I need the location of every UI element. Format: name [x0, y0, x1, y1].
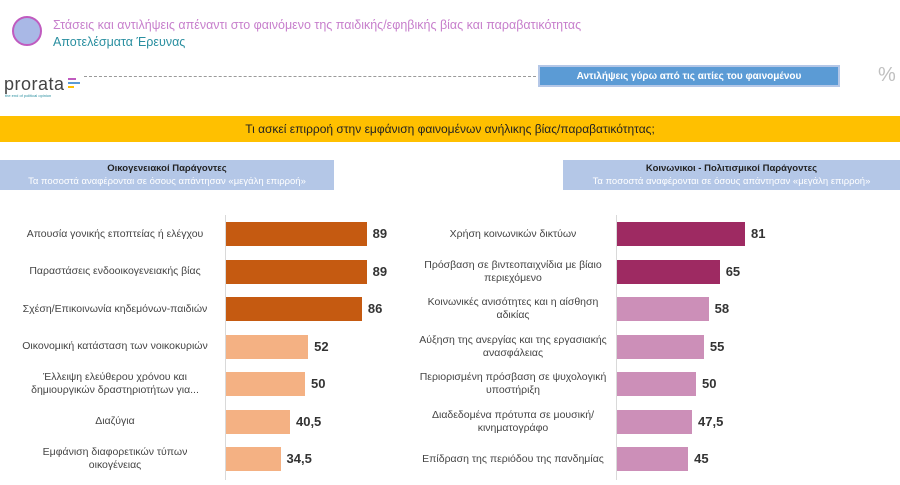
left-category-label: Εμφάνιση διαφορετικών τύπων οικογένειας	[42, 446, 188, 471]
right-category-label: Χρήση κοινωνικών δικτύων	[449, 227, 577, 240]
right-value-label: 81	[750, 226, 766, 241]
report-title: Στάσεις και αντιλήψεις απέναντι στο φαιν…	[53, 18, 582, 32]
left-value-label: 89	[372, 226, 388, 241]
left-panel-note: Τα ποσοστά αναφέρονται σε όσους απάντησα…	[28, 176, 306, 187]
right-axis	[616, 215, 617, 480]
question-banner: Τι ασκεί επιρροή στην εμφάνιση φαινομένω…	[0, 116, 900, 142]
right-value-label: 50	[702, 376, 717, 391]
left-value-label: 40,5	[295, 413, 322, 429]
left-panel-header: Οικογενειακοί Παράγοντες Τα ποσοστά αναφ…	[0, 160, 334, 190]
right-category-label: Αύξηση της ανεργίας και της εργασιακής α…	[419, 333, 607, 359]
left-value-label: 86	[367, 301, 383, 316]
left-bar	[226, 409, 290, 434]
left-panel-title: Οικογενειακοί Παράγοντες	[107, 163, 227, 174]
left-value-label: 50	[311, 376, 326, 391]
left-bar	[226, 372, 305, 396]
left-category-label: Σχέση/Επικοινωνία κηδεμόνων-παιδιών	[22, 302, 208, 315]
logo-circle	[12, 16, 42, 46]
right-value-label: 65	[725, 263, 741, 279]
right-value-label: 47,5	[698, 413, 724, 429]
divider	[84, 76, 536, 77]
percent-symbol: %	[878, 64, 896, 86]
report-subtitle: Αποτελέσματα Έρευνας	[53, 35, 186, 49]
left-value-label: 34,5	[286, 451, 312, 466]
right-value-label: 45	[694, 451, 709, 466]
right-category-label: Κοινωνικές ανισότητες και η αίσθηση αδικ…	[427, 296, 599, 321]
right-panel-note: Τα ποσοστά αναφέρονται σε όσους απάντησα…	[592, 176, 871, 187]
right-bar	[617, 334, 704, 359]
right-bar	[617, 447, 689, 471]
left-category-label: Οικονομική κατάσταση των νοικοκυριών	[22, 340, 208, 352]
right-category-label: Επίδραση της περιόδου της πανδημίας	[422, 452, 604, 465]
right-category-label: Πρόσβαση σε βιντεοπαιχνίδια με βίαιο περ…	[424, 258, 602, 284]
left-bar	[226, 297, 362, 321]
left-bar	[226, 259, 367, 284]
topic-box: Αντιλήψεις γύρω από τις αιτίες του φαινο…	[538, 65, 840, 87]
brand-logo: prorata	[4, 74, 65, 94]
right-bar	[617, 409, 693, 434]
left-bar	[226, 447, 281, 471]
brand-bars-icon	[68, 78, 80, 92]
right-bar	[617, 222, 745, 246]
brand-tagline: the end of political opinion	[5, 93, 52, 98]
left-category-label: Παραστάσεις ενδοοικογενειακής βίας	[29, 265, 201, 277]
right-bar	[617, 297, 709, 321]
left-axis	[225, 215, 226, 480]
right-value-label: 58	[714, 301, 730, 316]
left-category-label: Απουσία γονικής εποπτείας ή ελέγχου	[26, 227, 204, 240]
left-value-label: 89	[372, 263, 388, 279]
left-bar	[226, 222, 367, 246]
right-category-label: Διαδεδομένα πρότυπα σε μουσική/κινηματογ…	[431, 408, 594, 434]
right-panel-title: Κοινωνικοι - Πολιτισμικοί Παράγοντες	[645, 163, 818, 174]
right-bar	[617, 259, 720, 284]
left-value-label: 52	[314, 338, 329, 354]
right-category-label: Περιορισμένη πρόσβαση σε ψυχολογική υποσ…	[419, 371, 607, 396]
right-bar	[617, 372, 696, 396]
left-bar	[226, 334, 309, 359]
right-panel-header: Κοινωνικοι - Πολιτισμικοί Παράγοντες Τα …	[563, 160, 900, 190]
left-category-label: Έλλειψη ελεύθερου χρόνου και δημιουργικώ…	[31, 371, 199, 396]
left-category-label: Διαζύγια	[95, 415, 135, 427]
right-value-label: 55	[709, 338, 725, 354]
